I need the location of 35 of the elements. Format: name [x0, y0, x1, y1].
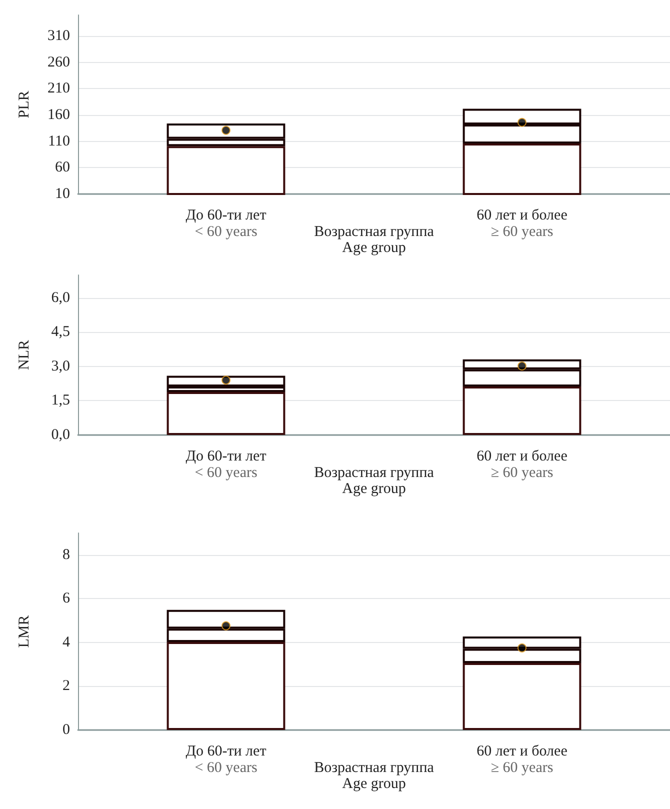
text: < 60 years	[194, 760, 258, 776]
x-tick-label: 60 лет и более	[476, 448, 568, 464]
y-tick-label: 4,5	[51, 324, 70, 340]
x-tick-label: 60 лет и более	[476, 744, 568, 760]
y-axis-title: NLR	[16, 340, 32, 370]
text: ≥ 60 years	[490, 224, 554, 240]
y-tick-label: 1,5	[51, 392, 70, 409]
y-tick-label: 260	[48, 54, 70, 70]
text: ≥ 60 years	[490, 760, 554, 776]
y-tick-label: 310	[48, 28, 70, 44]
text: ≥ 60 years	[490, 465, 554, 481]
y-tick-label: 110	[48, 133, 70, 150]
text: < 60 years	[194, 224, 258, 240]
x-tick-label: До 60-ти лет	[186, 448, 267, 464]
y-axis-title: PLR	[16, 90, 32, 118]
x-axis-title: Возрастная группа Age group	[314, 465, 434, 497]
x-axis-title: Возрастная группа Age group	[314, 760, 434, 792]
y-tick-label: 210	[48, 80, 70, 97]
y-tick-label: 8	[62, 546, 70, 563]
y-tick-label: 10	[55, 186, 70, 202]
x-tick-label: 60 лет и более	[476, 208, 568, 224]
x-tick-label: До 60-ти лет	[186, 208, 267, 224]
y-axis-title: LMR	[16, 615, 32, 648]
y-tick-label: 6	[62, 590, 70, 607]
y-tick-label: 0,0	[51, 427, 70, 443]
y-tick-label: 2	[62, 678, 70, 694]
y-tick-label: 6,0	[51, 290, 70, 306]
text: < 60 years	[194, 465, 258, 481]
x-axis-title: Возрастная группа Age group	[314, 224, 434, 256]
y-tick-label: 4	[62, 634, 70, 650]
x-tick-label: До 60-ти лет	[186, 744, 267, 760]
y-tick-label: 3,0	[51, 358, 70, 374]
y-tick-label: 0	[62, 722, 70, 738]
y-tick-label: 60	[55, 160, 70, 176]
y-tick-label: 160	[48, 107, 70, 124]
